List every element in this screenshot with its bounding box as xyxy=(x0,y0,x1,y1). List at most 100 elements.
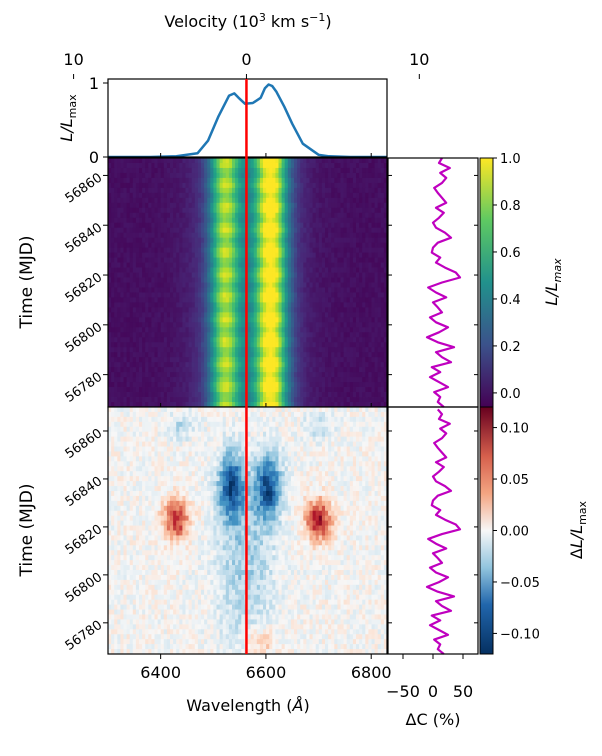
luminosity-cell xyxy=(378,158,382,163)
luminosity-cell xyxy=(179,188,183,193)
luminosity-cell xyxy=(263,357,267,362)
luminosity-cell xyxy=(238,268,242,273)
luminosity-cell xyxy=(164,362,168,367)
luminosity-cell xyxy=(167,312,171,317)
residual-cell xyxy=(210,407,214,412)
luminosity-cell xyxy=(176,297,180,302)
luminosity-cell xyxy=(189,362,193,367)
residual-cell xyxy=(217,427,221,432)
luminosity-cell xyxy=(229,278,233,283)
luminosity-cell xyxy=(207,357,211,362)
luminosity-cell xyxy=(210,218,214,223)
residual-cell xyxy=(182,422,186,427)
luminosity-cell xyxy=(263,332,267,337)
luminosity-cell xyxy=(189,258,193,263)
residual-cell xyxy=(248,407,252,412)
luminosity-cell xyxy=(313,283,317,288)
luminosity-cell xyxy=(359,218,363,223)
luminosity-cell xyxy=(136,357,140,362)
luminosity-cell xyxy=(235,248,239,253)
luminosity-cell xyxy=(297,392,301,397)
luminosity-cell xyxy=(248,312,252,317)
luminosity-cell xyxy=(142,188,146,193)
luminosity-cell xyxy=(334,357,338,362)
luminosity-cell xyxy=(124,297,128,302)
luminosity-cell xyxy=(204,268,208,273)
residual-cell xyxy=(303,422,307,427)
luminosity-cell xyxy=(266,317,270,322)
luminosity-cell xyxy=(375,377,379,382)
residual-cell xyxy=(217,417,221,422)
luminosity-cell xyxy=(347,183,351,188)
luminosity-cell xyxy=(204,362,208,367)
luminosity-cell xyxy=(207,188,211,193)
luminosity-cell xyxy=(266,352,270,357)
luminosity-cell xyxy=(341,287,345,292)
luminosity-cell xyxy=(375,283,379,288)
luminosity-cell xyxy=(204,302,208,307)
residual-cell xyxy=(145,417,149,422)
residual-cell xyxy=(347,407,351,412)
luminosity-cell xyxy=(145,322,149,327)
luminosity-cell xyxy=(288,268,292,273)
luminosity-cell xyxy=(337,377,341,382)
luminosity-cell xyxy=(192,213,196,218)
luminosity-cell xyxy=(195,342,199,347)
luminosity-cell xyxy=(368,278,372,283)
luminosity-cell xyxy=(334,322,338,327)
luminosity-cell xyxy=(319,377,323,382)
luminosity-cell xyxy=(316,283,320,288)
luminosity-cell xyxy=(182,258,186,263)
luminosity-cell xyxy=(334,307,338,312)
luminosity-cell xyxy=(310,347,314,352)
luminosity-cell xyxy=(124,193,128,198)
luminosity-cell xyxy=(130,278,134,283)
luminosity-cell xyxy=(288,258,292,263)
luminosity-cell xyxy=(359,352,363,357)
luminosity-cell xyxy=(257,248,261,253)
luminosity-cell xyxy=(192,158,196,163)
luminosity-cell xyxy=(275,302,279,307)
luminosity-cell xyxy=(365,382,369,387)
luminosity-cell xyxy=(198,357,202,362)
luminosity-cell xyxy=(288,213,292,218)
luminosity-cell xyxy=(232,183,236,188)
luminosity-cell xyxy=(111,178,115,183)
luminosity-cell xyxy=(223,273,227,278)
luminosity-cell xyxy=(235,302,239,307)
luminosity-cell xyxy=(368,208,372,213)
residual-cell xyxy=(257,412,261,417)
luminosity-cell xyxy=(176,322,180,327)
luminosity-cell xyxy=(372,302,376,307)
luminosity-cell xyxy=(328,337,332,342)
luminosity-cell xyxy=(303,158,307,163)
luminosity-cell xyxy=(306,208,310,213)
luminosity-cell xyxy=(341,342,345,347)
luminosity-cell xyxy=(155,278,159,283)
luminosity-cell xyxy=(176,273,180,278)
luminosity-cell xyxy=(198,213,202,218)
luminosity-cell xyxy=(272,322,276,327)
luminosity-cell xyxy=(167,362,171,367)
luminosity-cell xyxy=(269,307,273,312)
luminosity-cell xyxy=(130,193,134,198)
residual-cell xyxy=(260,412,264,417)
luminosity-cell xyxy=(127,312,131,317)
luminosity-cell xyxy=(350,307,354,312)
luminosity-cell xyxy=(316,307,320,312)
luminosity-cell xyxy=(381,307,385,312)
luminosity-cell xyxy=(378,238,382,243)
luminosity-cell xyxy=(111,317,115,322)
luminosity-cell xyxy=(300,287,304,292)
luminosity-cell xyxy=(319,337,323,342)
luminosity-cell xyxy=(176,268,180,273)
luminosity-cell xyxy=(232,223,236,228)
luminosity-cell xyxy=(266,302,270,307)
luminosity-cell xyxy=(210,163,214,168)
residual-cell xyxy=(251,422,255,427)
luminosity-cell xyxy=(161,342,165,347)
luminosity-cell xyxy=(260,263,264,268)
luminosity-cell xyxy=(133,218,137,223)
luminosity-cell xyxy=(226,312,230,317)
luminosity-cell xyxy=(189,357,193,362)
